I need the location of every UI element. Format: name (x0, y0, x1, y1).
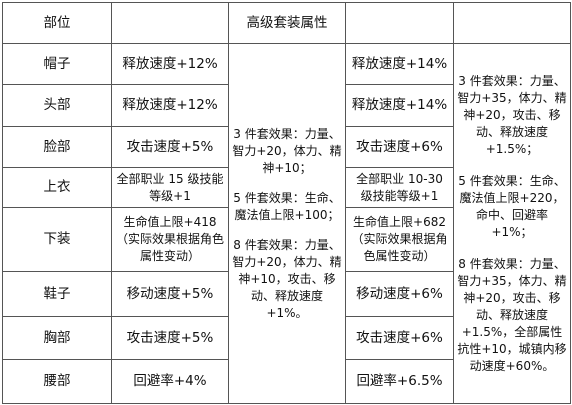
part-cell: 帽子 (2, 43, 112, 85)
rare-value-cell: 回避率+6.5% (345, 359, 454, 404)
header-part: 部位 (2, 2, 112, 44)
part-cell: 上衣 (2, 167, 112, 208)
part-cell: 头部 (2, 84, 112, 127)
rare-set-3: 3 件套效果：力量、智力+35，体力、精神+20，攻击、移动、释放速度+1.5%… (457, 73, 567, 156)
rare-value-cell: 释放速度+14% (345, 43, 454, 85)
advanced-value-cell: 攻击速度+5% (111, 316, 229, 360)
rare-value-cell: 释放速度+14% (345, 84, 454, 127)
advanced-value-cell: 全部职业 15 级技能等级+1 (111, 167, 229, 208)
header-rare-set: 稀有套装属性 (453, 2, 571, 44)
table-row: 脸部 攻击速度+5% 攻击速度+6% (2, 126, 571, 168)
advanced-value-cell: 释放速度+12% (111, 84, 229, 127)
table-row: 上衣 全部职业 15 级技能等级+1 全部职业 10-30 级技能等级+1 (2, 167, 571, 208)
header-row: 部位 高级时装 高级套装属性 稀有时装 稀有套装属性 (2, 2, 571, 44)
rare-value-cell: 移动速度+6% (345, 271, 454, 317)
header-rare-fashion: 稀有时装 (345, 2, 454, 44)
rare-value-cell: 生命值上限+682（实际效果根据角色属性变动） (345, 207, 454, 272)
rare-value-cell: 攻击速度+6% (345, 316, 454, 360)
advanced-set-cell: 3 件套效果：力量、智力+20，体力、精神+10； 5 件套效果：生命、魔法值上… (228, 43, 346, 404)
part-cell: 鞋子 (2, 271, 112, 317)
table-row: 头部 释放速度+12% 释放速度+14% (2, 84, 571, 127)
rare-value-cell: 攻击速度+6% (345, 126, 454, 168)
table-row: 帽子 释放速度+12% 3 件套效果：力量、智力+20，体力、精神+10； 5 … (2, 43, 571, 404)
advanced-value-cell: 攻击速度+5% (111, 126, 229, 168)
advanced-value-cell: 生命值上限+418（实际效果根据角色属性变动） (111, 207, 229, 272)
table-row: 下装 生命值上限+418（实际效果根据角色属性变动） 生命值上限+682（实际效… (2, 207, 571, 272)
part-cell: 下装 (2, 207, 112, 272)
table-row: 胸部 攻击速度+5% 攻击速度+6% (2, 316, 571, 360)
rare-value-cell: 全部职业 10-30 级技能等级+1 (345, 167, 454, 208)
advanced-set-3: 3 件套效果：力量、智力+20，体力、精神+10； (232, 126, 342, 175)
rare-set-5: 5 件套效果：生命、魔法值上限+220，命中、回避率+1%； (458, 173, 566, 239)
table-row: 腰部 回避率+4% 回避率+6.5% (2, 359, 571, 404)
advanced-set-5: 5 件套效果：生命、魔法值上限+100； (233, 190, 341, 222)
rare-set-8: 8 件套效果：力量、智力+35，体力、精神+20，攻击、移动、释放速度+1.5%… (457, 256, 567, 373)
advanced-value-cell: 移动速度+5% (111, 271, 229, 317)
advanced-value-cell: 回避率+4% (111, 359, 229, 404)
advanced-set-8: 8 件套效果：力量、智力+20，体力、精神+10，攻击、移动、释放速度+1%。 (232, 237, 342, 320)
header-advanced-set: 高级套装属性 (228, 2, 346, 44)
rare-set-cell: 3 件套效果：力量、智力+35，体力、精神+20，攻击、移动、释放速度+1.5%… (453, 43, 571, 404)
part-cell: 腰部 (2, 359, 112, 404)
table-row: 鞋子 移动速度+5% 移动速度+6% (2, 271, 571, 317)
part-cell: 脸部 (2, 126, 112, 168)
header-advanced-fashion: 高级时装 (111, 2, 229, 44)
part-cell: 胸部 (2, 316, 112, 360)
advanced-value-cell: 释放速度+12% (111, 43, 229, 85)
